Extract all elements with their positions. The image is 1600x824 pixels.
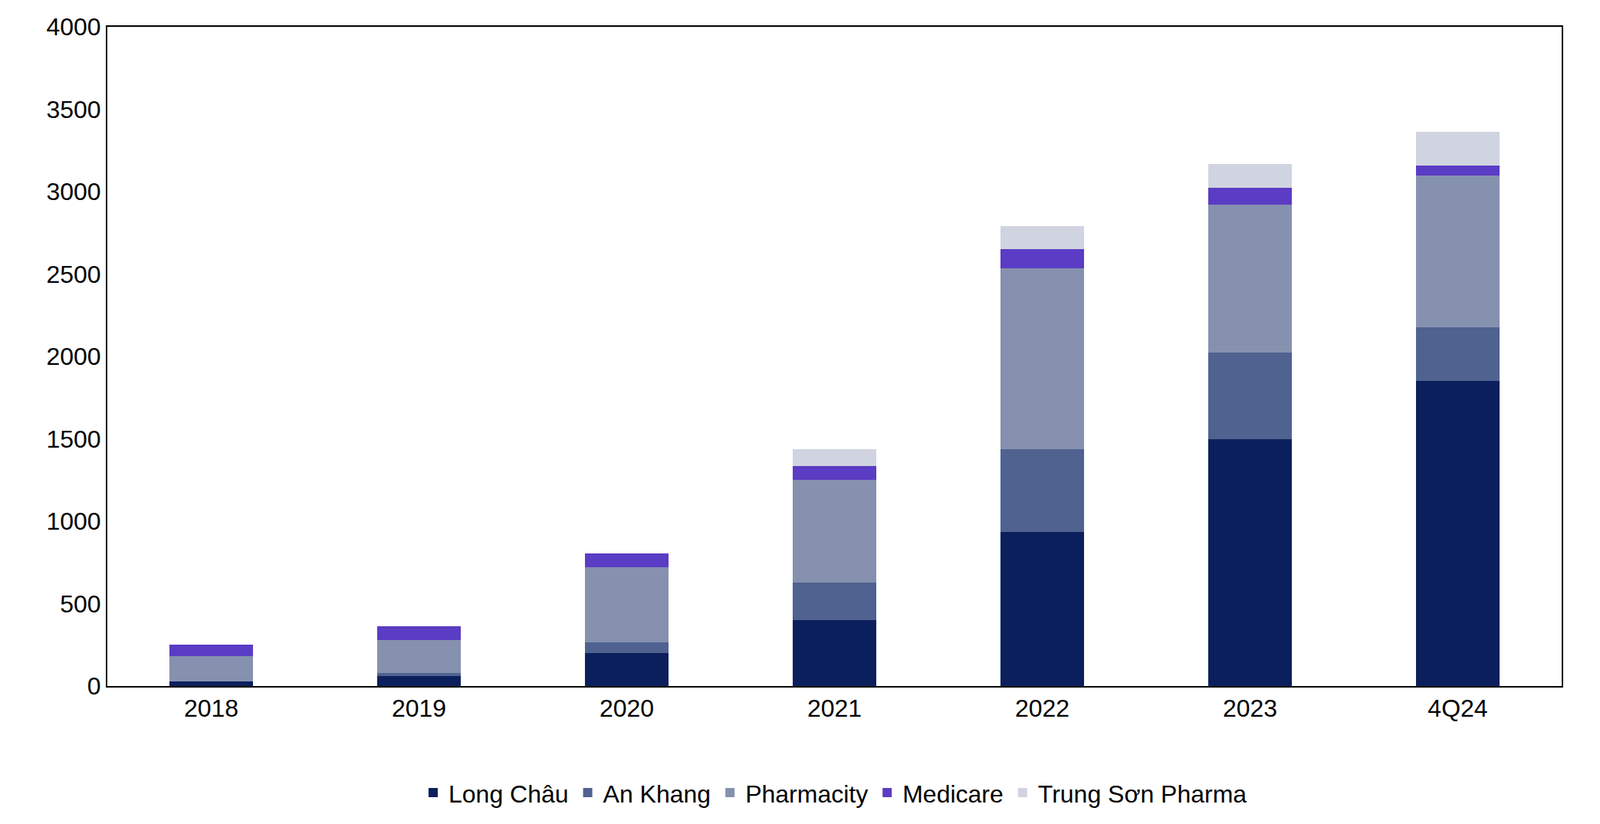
- svg-text:3500: 3500: [45, 95, 101, 124]
- svg-text:3000: 3000: [45, 177, 101, 206]
- svg-text:1000: 1000: [45, 507, 101, 536]
- svg-text:2018: 2018: [183, 694, 239, 723]
- svg-text:2020: 2020: [599, 694, 654, 723]
- svg-text:4000: 4000: [45, 13, 101, 41]
- svg-text:2500: 2500: [45, 260, 101, 289]
- svg-text:0: 0: [87, 672, 102, 700]
- svg-text:2000: 2000: [45, 342, 101, 371]
- svg-text:Medicare: Medicare: [902, 780, 1004, 809]
- svg-text:500: 500: [59, 590, 101, 618]
- svg-text:4Q24: 4Q24: [1427, 694, 1488, 723]
- svg-text:2019: 2019: [391, 694, 447, 723]
- svg-text:Long Châu: Long Châu: [448, 780, 569, 809]
- svg-text:Pharmacity: Pharmacity: [745, 780, 868, 809]
- svg-text:2022: 2022: [1015, 694, 1070, 723]
- svg-text:Trung Sơn Pharma: Trung Sơn Pharma: [1038, 780, 1248, 809]
- svg-text:2023: 2023: [1222, 694, 1278, 723]
- svg-text:An Khang: An Khang: [603, 780, 712, 809]
- svg-text:1500: 1500: [45, 425, 101, 454]
- svg-text:2021: 2021: [807, 694, 862, 723]
